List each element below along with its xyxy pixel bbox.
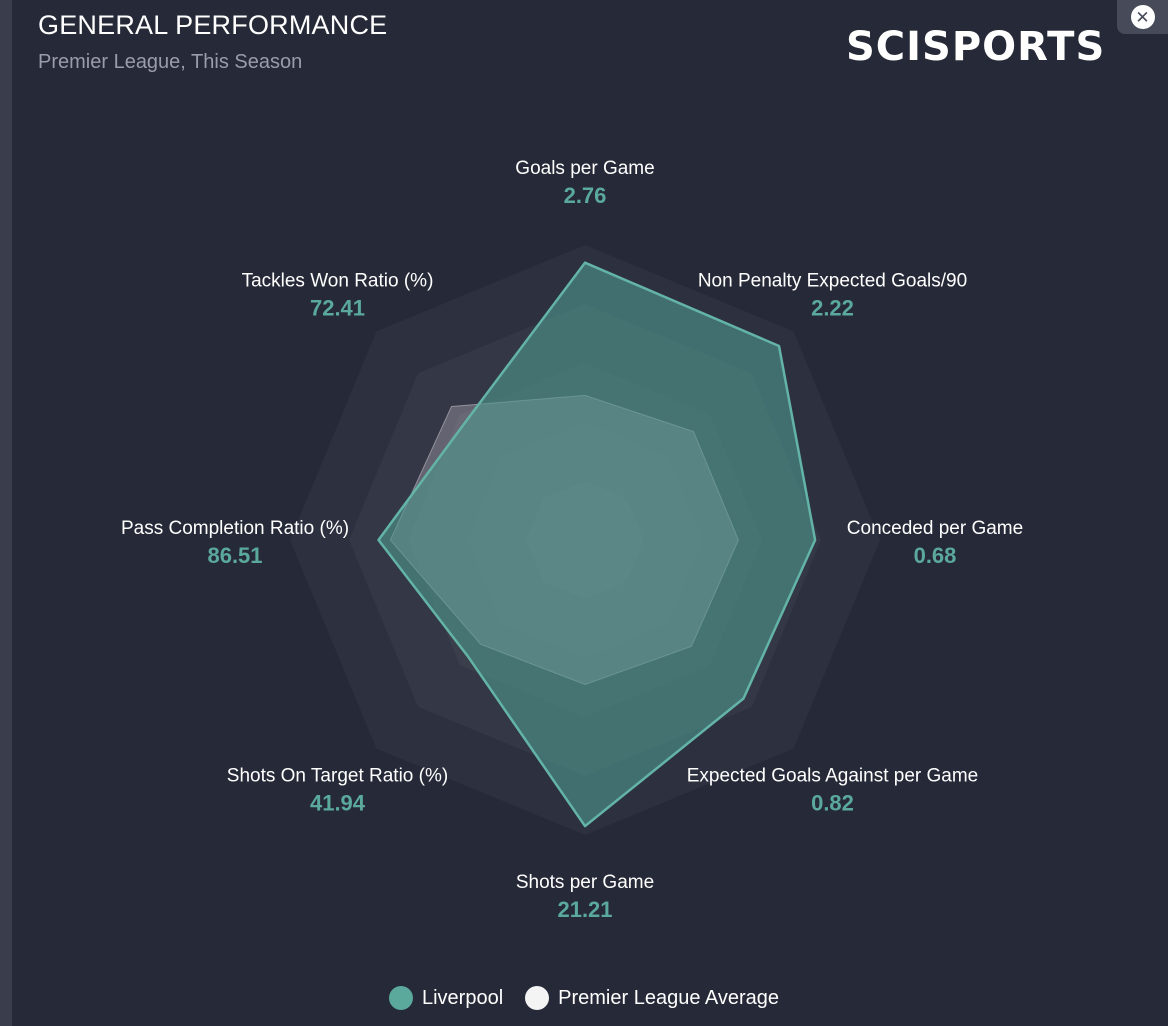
scisports-logo: SCISPORTS xyxy=(846,24,1106,70)
axis-label-conceded-per-game: Conceded per Game xyxy=(847,518,1023,539)
axis-label-non-penalty-expected-goals-90: Non Penalty Expected Goals/90 xyxy=(698,271,967,292)
radar-series xyxy=(377,261,817,828)
axis-value-pass-completion-ratio: 86.51 xyxy=(207,543,262,568)
radar-labels: Goals per Game 2.76 Non Penalty Expected G… xyxy=(121,158,1023,922)
legend-dot-league-average xyxy=(525,986,550,1010)
axis-value-shots-per-game: 21.21 xyxy=(557,897,612,922)
page-title: GENERAL PERFORMANCE xyxy=(38,10,388,40)
chart-legend: Liverpool Premier League Average xyxy=(0,986,1168,1010)
series-liverpool-area xyxy=(377,261,817,828)
axis-value-non-penalty-expected-goals-90: 2.22 xyxy=(811,296,854,321)
axis-label-tackles-won-ratio: Tackles Won Ratio (%) xyxy=(242,271,434,292)
legend-item-liverpool[interactable]: Liverpool xyxy=(388,986,504,1010)
axis-label-goals-per-game: Goals per Game xyxy=(515,158,654,179)
legend-label-league-average: Premier League Average xyxy=(558,986,780,1009)
axis-value-conceded-per-game: 0.68 xyxy=(914,543,957,568)
legend-dot-liverpool xyxy=(388,986,413,1010)
page-subtitle: Premier League, This Season xyxy=(38,51,303,73)
axis-value-tackles-won-ratio: 72.41 xyxy=(310,296,365,321)
axis-label-pass-completion-ratio: Pass Completion Ratio (%) xyxy=(121,518,349,539)
axis-value-shots-on-target-ratio: 41.94 xyxy=(310,791,366,816)
axis-label-shots-per-game: Shots per Game xyxy=(516,872,654,893)
axis-value-expected-goals-against-per-game: 0.82 xyxy=(811,791,854,816)
legend-label-liverpool: Liverpool xyxy=(421,986,504,1009)
axis-label-shots-on-target-ratio: Shots On Target Ratio (%) xyxy=(227,766,448,787)
close-icon: ✕ xyxy=(1130,5,1155,29)
legend-item-league-average[interactable]: Premier League Average xyxy=(525,986,779,1010)
axis-value-goals-per-game: 2.76 xyxy=(564,183,607,208)
axis-label-expected-goals-against-per-game: Expected Goals Against per Game xyxy=(687,766,979,787)
close-button[interactable]: ✕ xyxy=(1117,0,1168,34)
